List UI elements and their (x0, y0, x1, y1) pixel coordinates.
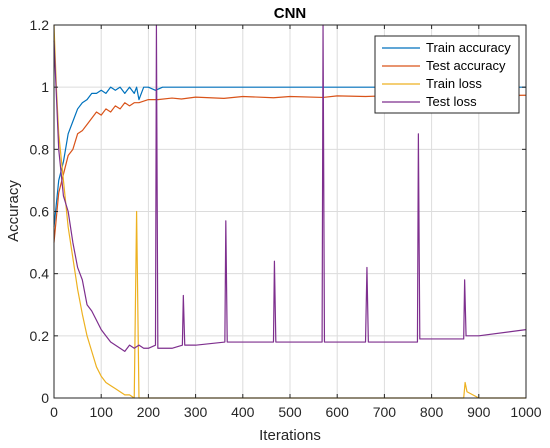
x-tick-label: 800 (420, 404, 444, 420)
legend-box (374, 35, 520, 114)
y-tick-label: 0.4 (30, 266, 50, 282)
legend: Train accuracy Test accuracy Train loss … (374, 35, 520, 114)
y-tick-label: 0.8 (30, 141, 50, 157)
legend-label-test-accuracy: Test accuracy (426, 58, 506, 73)
series-line-test-loss (53, 24, 527, 352)
x-tick-label: 200 (137, 404, 161, 420)
y-tick-label: 0.2 (30, 328, 50, 344)
x-tick-label: 900 (467, 404, 491, 420)
x-tick-label: 400 (231, 404, 255, 420)
x-tick-label: 100 (90, 404, 114, 420)
x-tick-label: 1000 (510, 404, 541, 420)
x-tick-label: 0 (50, 404, 58, 420)
series-line-train-accuracy (53, 86, 526, 228)
y-tick-label: 1 (41, 79, 49, 95)
y-axis-ticks: 0 0.2 0.4 0.6 0.8 1 1.2 (30, 17, 526, 406)
x-axis-ticks: 0 100 200 300 400 500 600 700 800 900 1000 (50, 25, 542, 420)
y-tick-label: 0 (41, 390, 49, 406)
x-tick-label: 500 (278, 404, 302, 420)
y-axis-title: Accuracy (5, 180, 22, 242)
series-line-test-accuracy (53, 94, 527, 243)
x-tick-label: 600 (326, 404, 350, 420)
x-tick-label: 700 (373, 404, 397, 420)
legend-label-train-loss: Train loss (426, 76, 482, 91)
y-tick-label: 0.6 (30, 204, 50, 220)
x-axis-title: Iterations (259, 427, 321, 444)
x-tick-label: 300 (184, 404, 208, 420)
legend-label-train-accuracy: Train accuracy (426, 40, 511, 55)
legend-label-test-loss: Test loss (426, 94, 477, 109)
chart-title: CNN (274, 5, 307, 22)
y-tick-label: 1.2 (30, 17, 50, 33)
